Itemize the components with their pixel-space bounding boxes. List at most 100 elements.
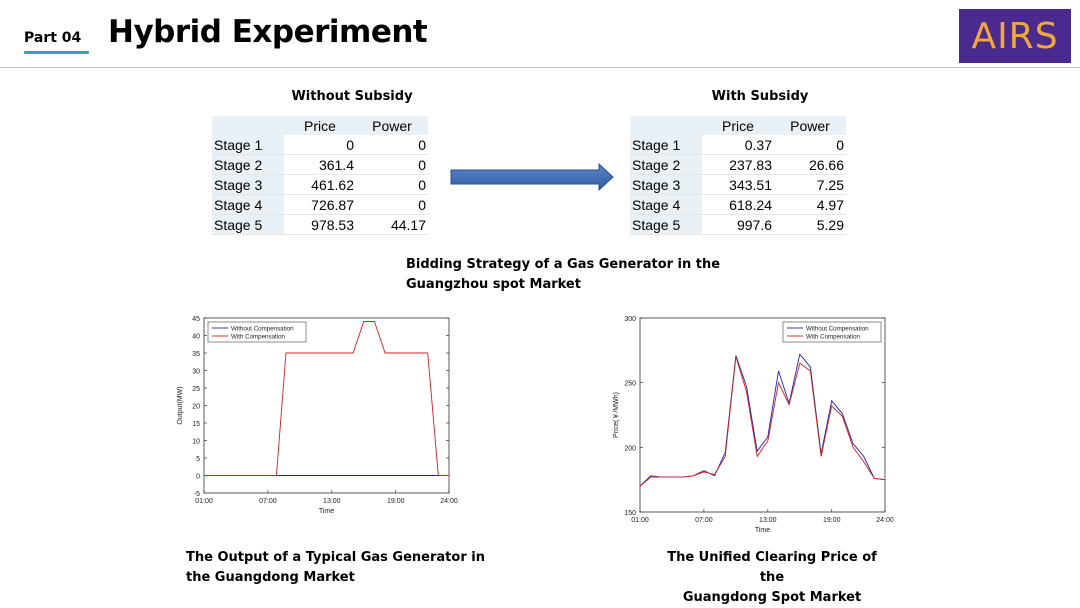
stage-cell: Stage 3 bbox=[630, 174, 702, 195]
x-axis-label: Time bbox=[755, 527, 770, 534]
legend bbox=[207, 321, 307, 343]
y-axis-label: Price(￥/MWh) bbox=[612, 392, 620, 438]
x-tick-label: 01:00 bbox=[195, 498, 213, 505]
stage-cell: Stage 1 bbox=[630, 135, 702, 155]
table-row: Stage 4 726.87 0 bbox=[212, 194, 428, 215]
table-row: Stage 3 461.62 0 bbox=[212, 174, 428, 195]
x-tick-label: 19:00 bbox=[823, 517, 841, 524]
price-cell: 997.6 bbox=[702, 214, 774, 235]
header-blank bbox=[212, 116, 284, 135]
legend-label: With Compensation bbox=[231, 333, 286, 340]
power-cell: 26.66 bbox=[774, 154, 846, 175]
bidding-strategy-caption: Bidding Strategy of a Gas Generator in t… bbox=[406, 255, 720, 295]
power-cell: 0 bbox=[774, 135, 846, 155]
power-cell: 5.29 bbox=[774, 214, 846, 235]
logo-text: AIRS bbox=[971, 15, 1059, 57]
power-cell: 0 bbox=[356, 154, 428, 175]
table-row: Stage 3 343.51 7.25 bbox=[630, 174, 846, 195]
with-subsidy-title: With Subsidy bbox=[711, 89, 809, 104]
caption-line: Guangdong Spot Market bbox=[682, 590, 862, 605]
power-cell: 4.97 bbox=[774, 194, 846, 215]
y-tick-label: 0 bbox=[196, 474, 200, 481]
without-subsidy-title: Without Subsidy bbox=[291, 89, 413, 104]
x-tick-label: 07:00 bbox=[259, 498, 277, 505]
stage-cell: Stage 5 bbox=[212, 214, 284, 235]
output-chart: -5 0 5 10 15 20 25 30 35 40 45 01:00 07:00 13:00 19:00… bbox=[177, 316, 458, 515]
legend-label: Without Compensation bbox=[231, 325, 294, 332]
y-tick-label: 20 bbox=[192, 404, 200, 411]
y-tick-label: 200 bbox=[624, 445, 636, 452]
x-tick-label: 13:00 bbox=[759, 517, 777, 524]
table-row: Stage 1 0.37 0 bbox=[630, 135, 846, 155]
y-tick-label: 10 bbox=[192, 439, 200, 446]
header-divider bbox=[0, 67, 1080, 68]
with-subsidy-table: Price Power Stage 1 0.37 0 Stage 2 237.83 26.… bbox=[630, 116, 846, 235]
stage-cell: Stage 4 bbox=[630, 194, 702, 215]
price-cell: 618.24 bbox=[702, 194, 774, 215]
stage-cell: Stage 3 bbox=[212, 174, 284, 195]
y-tick-label: 250 bbox=[624, 381, 636, 388]
caption-line: The Output of a Typical Gas Generator in bbox=[186, 550, 485, 565]
caption-line: Guangzhou spot Market bbox=[406, 277, 581, 292]
legend-label: Without Compensation bbox=[806, 325, 869, 332]
y-tick-label: 25 bbox=[192, 386, 200, 393]
x-tick-label: 24:00 bbox=[440, 498, 458, 505]
x-axis-label: Time bbox=[319, 508, 334, 515]
y-tick-label: 300 bbox=[624, 316, 636, 323]
power-cell: 0 bbox=[356, 174, 428, 195]
part-label: Part 04 bbox=[24, 30, 82, 46]
output-caption: The Output of a Typical Gas Generator in… bbox=[186, 548, 485, 588]
table-row: Stage 2 237.83 26.66 bbox=[630, 154, 846, 175]
x-tick-label: 01:00 bbox=[631, 517, 649, 524]
x-tick-label: 24:00 bbox=[876, 517, 894, 524]
power-cell: 7.25 bbox=[774, 174, 846, 195]
price-cell: 0.37 bbox=[702, 135, 774, 155]
power-cell: 0 bbox=[356, 194, 428, 215]
power-cell: 44.17 bbox=[356, 214, 428, 235]
x-tick-label: 07:00 bbox=[695, 517, 713, 524]
price-caption: The Unified Clearing Price of the Guangd… bbox=[664, 548, 880, 608]
price-cell: 726.87 bbox=[284, 194, 356, 215]
price-cell: 361.4 bbox=[284, 154, 356, 175]
caption-line: Bidding Strategy of a Gas Generator in t… bbox=[406, 257, 721, 272]
header-blank bbox=[630, 116, 702, 135]
table-row: Stage 5 997.6 5.29 bbox=[630, 214, 846, 235]
header-price: Price bbox=[284, 116, 356, 135]
table-header-row: Price Power bbox=[212, 116, 428, 135]
y-tick-label: 30 bbox=[192, 369, 200, 376]
price-cell: 0 bbox=[284, 135, 356, 155]
plot-area bbox=[639, 317, 886, 513]
price-chart: 150 200 250 300 01:00 07:00 13:00 19:00 24:00 Tim… bbox=[612, 316, 894, 534]
stage-cell: Stage 4 bbox=[212, 194, 284, 215]
y-tick-label: 5 bbox=[196, 456, 200, 463]
arrow-right-icon bbox=[450, 163, 614, 191]
caption-line: the Guangdong Market bbox=[186, 570, 355, 585]
stage-cell: Stage 5 bbox=[630, 214, 702, 235]
price-cell: 978.53 bbox=[284, 214, 356, 235]
slide-title: Hybrid Experiment bbox=[108, 14, 428, 50]
price-cell: 461.62 bbox=[284, 174, 356, 195]
y-tick-label: 150 bbox=[624, 510, 636, 517]
header-power: Power bbox=[774, 116, 846, 135]
without-subsidy-table: Price Power Stage 1 0 0 Stage 2 361.4 0 Stage … bbox=[212, 116, 428, 235]
series-line-with-compensation bbox=[204, 321, 449, 476]
price-cell: 343.51 bbox=[702, 174, 774, 195]
price-cell: 237.83 bbox=[702, 154, 774, 175]
x-tick-label: 13:00 bbox=[323, 498, 341, 505]
airs-logo: AIRS bbox=[959, 9, 1071, 63]
legend-label: With Compensation bbox=[806, 333, 861, 340]
table-row: Stage 4 618.24 4.97 bbox=[630, 194, 846, 215]
header-power: Power bbox=[356, 116, 428, 135]
stage-cell: Stage 1 bbox=[212, 135, 284, 155]
x-tick-label: 19:00 bbox=[387, 498, 405, 505]
y-tick-label: -5 bbox=[194, 491, 200, 498]
table-header-row: Price Power bbox=[630, 116, 846, 135]
series-line-with-compensation bbox=[639, 356, 886, 487]
stage-cell: Stage 2 bbox=[630, 154, 702, 175]
y-tick-label: 40 bbox=[192, 334, 200, 341]
power-cell: 0 bbox=[356, 135, 428, 155]
stage-cell: Stage 2 bbox=[212, 154, 284, 175]
table-row: Stage 2 361.4 0 bbox=[212, 154, 428, 175]
legend bbox=[782, 321, 882, 343]
